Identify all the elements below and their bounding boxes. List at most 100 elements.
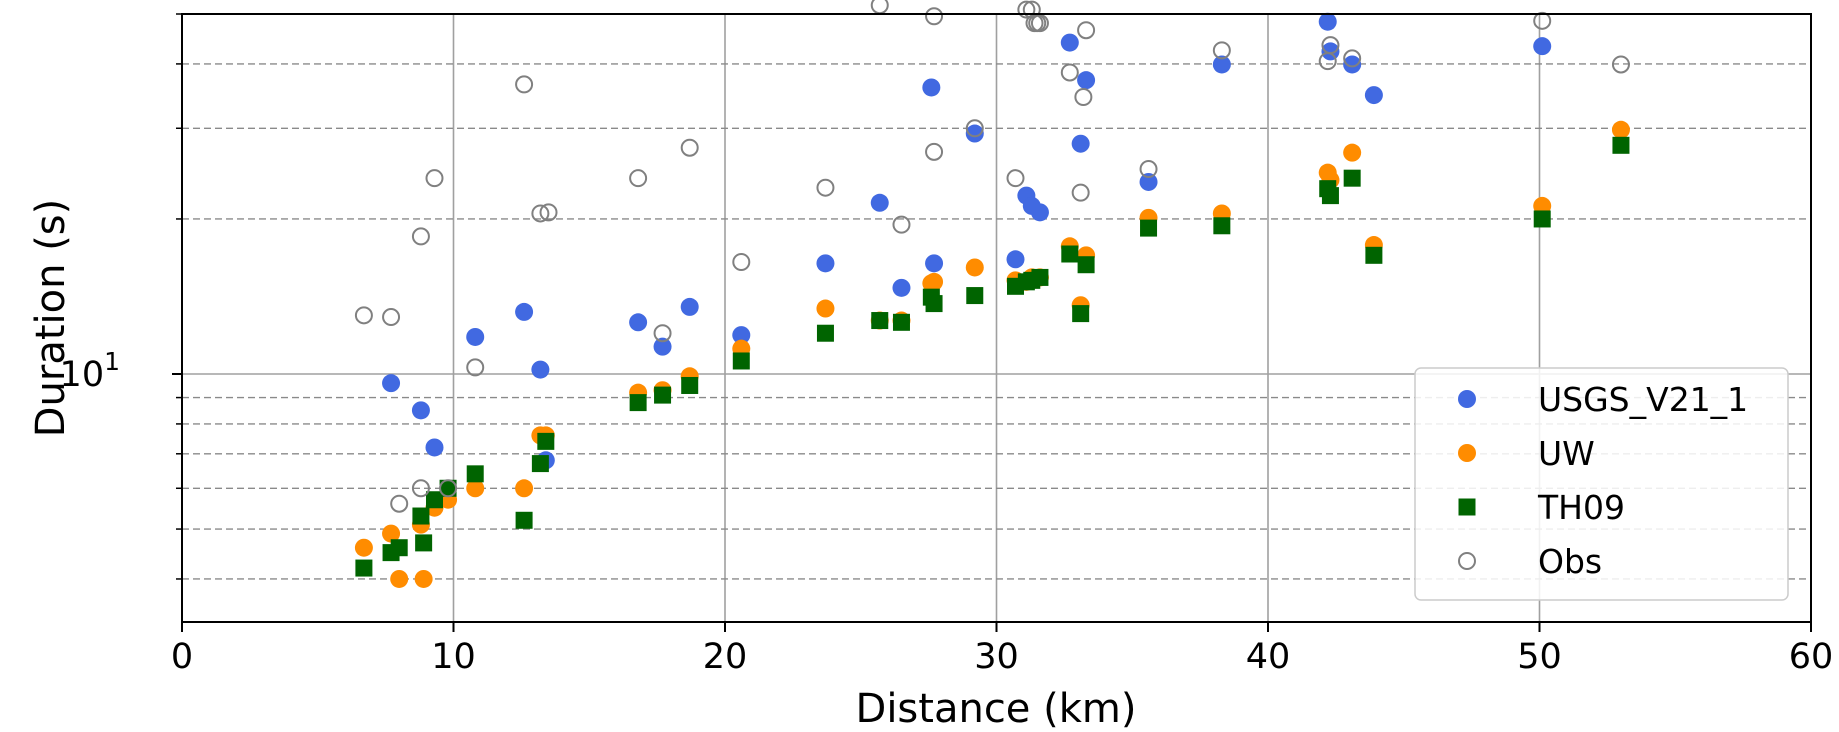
obs-point [1060, 63, 1079, 82]
th09-point [1533, 210, 1551, 228]
obs-point [515, 75, 534, 94]
usgs-v21-1-point [1343, 55, 1362, 74]
usgs-v21-1-point [816, 254, 835, 273]
usgs-v21-1-point [466, 327, 485, 346]
th09-point [1612, 136, 1630, 154]
obs-point [354, 306, 373, 325]
uw-point [354, 538, 373, 557]
plot-frame [181, 13, 1812, 623]
x-tick-label: 0 [171, 637, 193, 677]
obs-point [965, 119, 984, 138]
th09-point [1072, 305, 1090, 323]
x-axis-label: Distance (km) [856, 686, 1137, 732]
uw-point [816, 299, 835, 318]
th09-point [966, 287, 984, 305]
th09-point [654, 386, 672, 404]
legend-label-usgs-v21-1: USGS_V21_1 [1538, 380, 1748, 419]
usgs-v21-1-point [425, 438, 444, 457]
obs-point [1343, 49, 1362, 68]
th09-point [412, 507, 430, 525]
th09-point [1343, 169, 1361, 187]
y-tick-label: 101 [60, 347, 120, 395]
th09-point [1077, 256, 1095, 274]
obs-point [1077, 21, 1096, 40]
obs-point [653, 324, 672, 343]
usgs-v21-1-point [629, 313, 648, 332]
obs-point [680, 138, 699, 157]
obs-point [439, 479, 458, 498]
uw-point [965, 258, 984, 277]
obs-point [382, 308, 401, 327]
uw-point [1343, 143, 1362, 162]
th09-point [415, 534, 433, 552]
obs-point [1139, 160, 1158, 179]
obs-point [411, 479, 430, 498]
x-tick-label: 50 [1517, 637, 1562, 677]
obs-point [390, 494, 409, 513]
usgs-v21-1-point [653, 337, 672, 356]
uw-point [1611, 120, 1630, 139]
uw-point [925, 272, 944, 291]
th09-point [355, 559, 373, 577]
usgs-v21-1-point [922, 78, 941, 97]
usgs-v21-1-point [515, 302, 534, 321]
obs-point [1074, 88, 1093, 107]
usgs-v21-1-point [1077, 71, 1096, 90]
obs-point [925, 142, 944, 161]
usgs-v21-1-point [1212, 55, 1231, 74]
legend-marker-obs [1458, 552, 1476, 570]
th09-point [531, 455, 549, 473]
obs-point [425, 169, 444, 188]
legend-marker-th09 [1458, 498, 1476, 516]
obs-point [1212, 41, 1231, 60]
th09-point [439, 479, 457, 497]
th09-point [1321, 187, 1339, 205]
usgs-v21-1-point [1533, 37, 1552, 56]
obs-point [732, 252, 751, 271]
usgs-v21-1-point [1030, 203, 1049, 222]
x-tick-label: 20 [703, 637, 748, 677]
th09-point [425, 491, 443, 509]
usgs-v21-1-point [411, 401, 430, 420]
obs-point [539, 203, 558, 222]
th09-point [390, 539, 408, 557]
legend-label-uw: UW [1538, 434, 1595, 473]
obs-point [1321, 36, 1340, 55]
usgs-v21-1-point [1071, 134, 1090, 153]
th09-point [925, 295, 943, 313]
obs-point [1030, 14, 1049, 33]
th09-point [1140, 219, 1158, 237]
uw-point [390, 569, 409, 588]
usgs-v21-1-point [1364, 86, 1383, 105]
uw-point [382, 524, 401, 543]
th09-point [681, 376, 699, 394]
legend-marker-usgs-v21-1 [1458, 390, 1476, 408]
th09-point [537, 432, 555, 450]
uw-point [414, 569, 433, 588]
uw-point [466, 479, 485, 498]
usgs-v21-1-point [870, 193, 889, 212]
legend: USGS_V21_1 UW TH09 Obs [1414, 367, 1789, 601]
x-tick-label: 40 [1246, 637, 1291, 677]
x-tick-label: 30 [974, 637, 1019, 677]
y-axis-label: Duration (s) [28, 199, 74, 438]
th09-point [871, 312, 889, 330]
usgs-v21-1-point [732, 326, 751, 345]
usgs-v21-1-point [382, 374, 401, 393]
usgs-v21-1-point [925, 254, 944, 273]
usgs-v21-1-point [531, 360, 550, 379]
th09-point [732, 352, 750, 370]
usgs-v21-1-point [680, 297, 699, 316]
usgs-v21-1-point [1006, 250, 1025, 269]
obs-point [466, 358, 485, 377]
uw-point [1533, 196, 1552, 215]
obs-point [1006, 169, 1025, 188]
obs-point [411, 227, 430, 246]
series-th09 [355, 136, 1630, 577]
th09-point [1031, 268, 1049, 286]
usgs-v21-1-point [1318, 12, 1337, 31]
axis-ticks: 0 10 20 30 40 50 60 101 [60, 13, 1833, 677]
legend-label-th09: TH09 [1537, 488, 1625, 527]
usgs-v21-1-point [1060, 33, 1079, 52]
